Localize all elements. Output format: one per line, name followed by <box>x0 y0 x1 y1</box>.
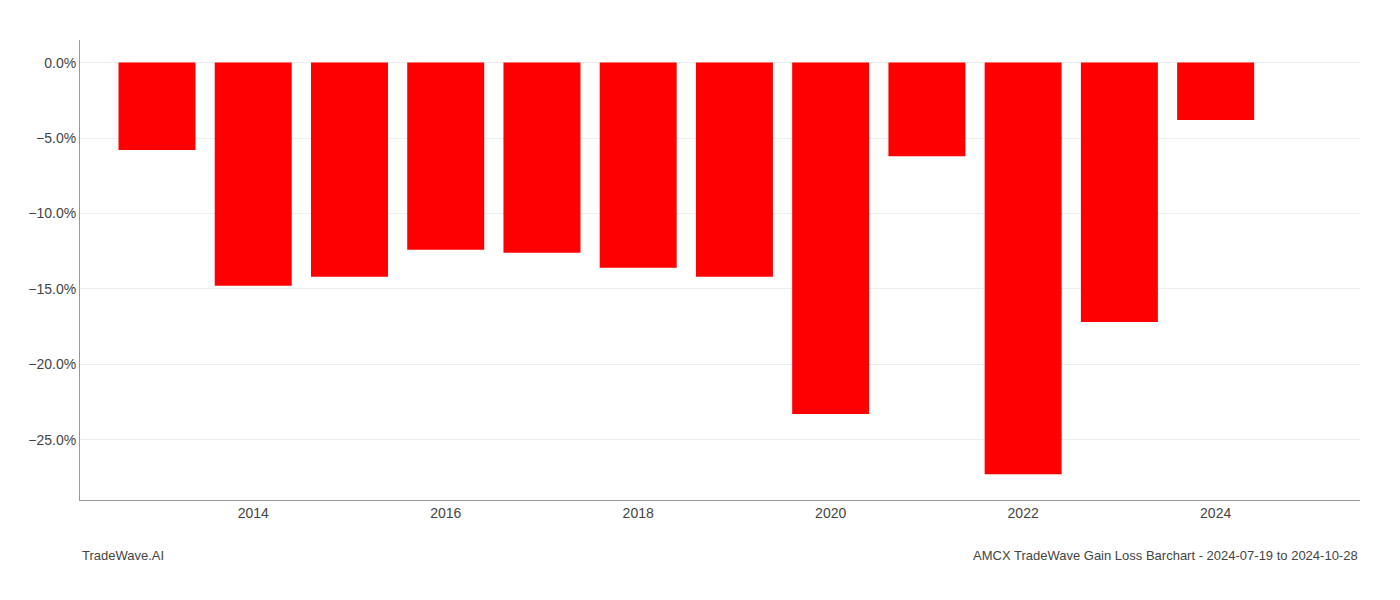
svg-text:2020: 2020 <box>815 505 846 521</box>
svg-text:2024: 2024 <box>1200 505 1231 521</box>
svg-text:−25.0%: −25.0% <box>28 432 76 448</box>
svg-text:−15.0%: −15.0% <box>28 281 76 297</box>
svg-text:−20.0%: −20.0% <box>28 356 76 372</box>
svg-text:−10.0%: −10.0% <box>28 205 76 221</box>
svg-text:2018: 2018 <box>623 505 654 521</box>
svg-text:TradeWave.AI: TradeWave.AI <box>82 548 164 563</box>
svg-text:2014: 2014 <box>238 505 269 521</box>
svg-text:AMCX TradeWave Gain Loss Barch: AMCX TradeWave Gain Loss Barchart - 2024… <box>973 548 1358 563</box>
svg-text:−5.0%: −5.0% <box>36 130 76 146</box>
svg-text:2016: 2016 <box>430 505 461 521</box>
svg-text:0.0%: 0.0% <box>44 55 76 71</box>
svg-text:2022: 2022 <box>1008 505 1039 521</box>
